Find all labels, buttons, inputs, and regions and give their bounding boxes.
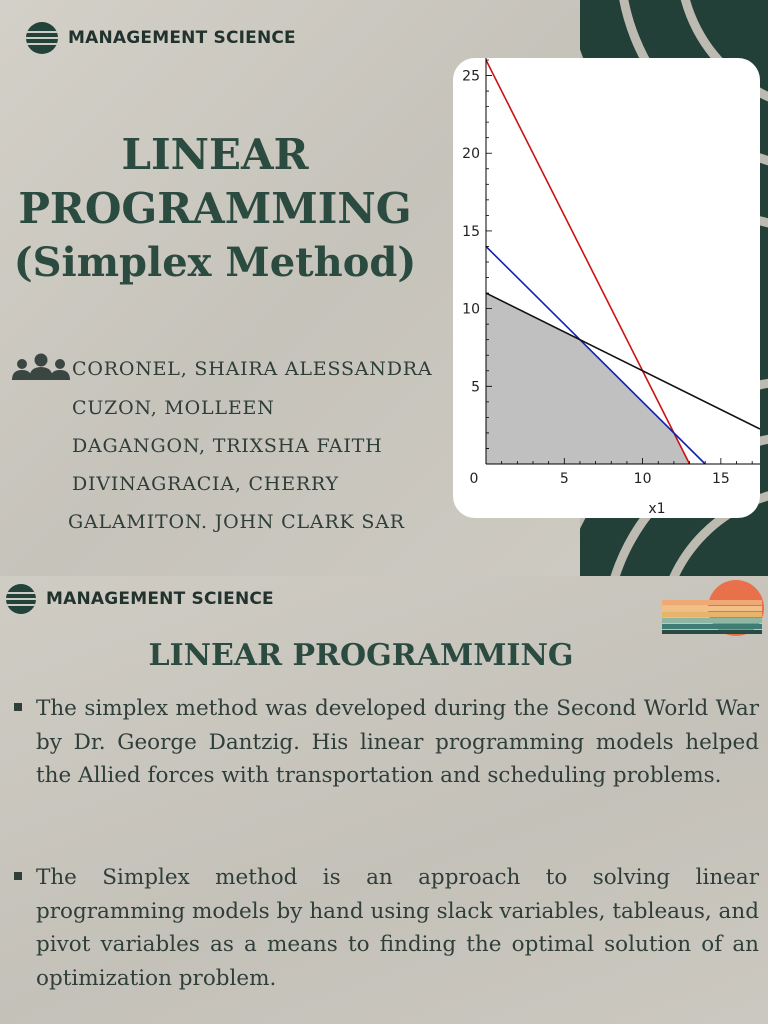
bullet-item: The Simplex method is an approach to sol… xyxy=(14,861,759,995)
brand-name: MANAGEMENT SCIENCE xyxy=(46,589,274,609)
title-line-3: (Simplex Method) xyxy=(13,239,417,286)
group-people-icon xyxy=(12,353,70,380)
brand-logo-icon xyxy=(6,584,36,614)
brand-header: MANAGEMENT SCIENCE xyxy=(26,22,296,54)
author-name: CORONEL, SHAIRA ALESSANDRA xyxy=(72,358,433,380)
sunset-logo-icon xyxy=(662,580,764,636)
title-line-2: PROGRAMMING xyxy=(18,184,412,233)
x-tick-label: 15 xyxy=(712,471,730,487)
y-tick-label: 15 xyxy=(462,224,480,240)
content-slide: MANAGEMENT SCIENCE LINEAR PROGRAMMING Th… xyxy=(0,576,768,1024)
x-axis-label: x1 xyxy=(648,501,665,517)
square-bullet-icon xyxy=(14,703,22,711)
x-tick-label: 0 xyxy=(470,471,479,487)
lp-graph: 5 10 15 20 25 0 5 10 15 x1 xyxy=(462,58,760,517)
brand-header: MANAGEMENT SCIENCE xyxy=(6,584,274,614)
author-name: DIVINAGRACIA, CHERRY xyxy=(72,473,339,495)
author-name: CUZON, MOLLEEN xyxy=(72,397,275,419)
constraint-line xyxy=(485,245,706,465)
brand-logo-icon xyxy=(26,22,58,54)
chart-card: 5 10 15 20 25 0 5 10 15 x1 xyxy=(453,58,760,518)
y-tick-label: 25 xyxy=(462,69,480,85)
bullet-text: The Simplex method is an approach to sol… xyxy=(36,865,759,991)
bullet-item: The simplex method was developed during … xyxy=(14,692,759,793)
x-tick-label: 10 xyxy=(634,471,652,487)
feasible-region xyxy=(486,293,690,464)
brand-name: MANAGEMENT SCIENCE xyxy=(68,28,296,48)
slide-title: LINEAR PROGRAMMING xyxy=(148,638,574,673)
y-tick-label: 5 xyxy=(471,379,480,395)
bullet-text: The simplex method was developed during … xyxy=(36,696,759,788)
author-name: GALAMITON. JOHN CLARK SAR xyxy=(68,511,405,533)
y-tick-label: 20 xyxy=(462,146,480,162)
title-slide: MANAGEMENT SCIENCE LINEAR PROGRAMMING (S… xyxy=(0,0,768,576)
title-line-1: LINEAR xyxy=(121,130,309,179)
constraint-line xyxy=(485,292,760,430)
x-tick-label: 5 xyxy=(560,471,569,487)
constraint-line xyxy=(485,59,691,465)
y-tick-label: 10 xyxy=(462,302,480,318)
square-bullet-icon xyxy=(14,872,22,880)
author-name: DAGANGON, TRIXSHA FAITH xyxy=(72,435,383,457)
